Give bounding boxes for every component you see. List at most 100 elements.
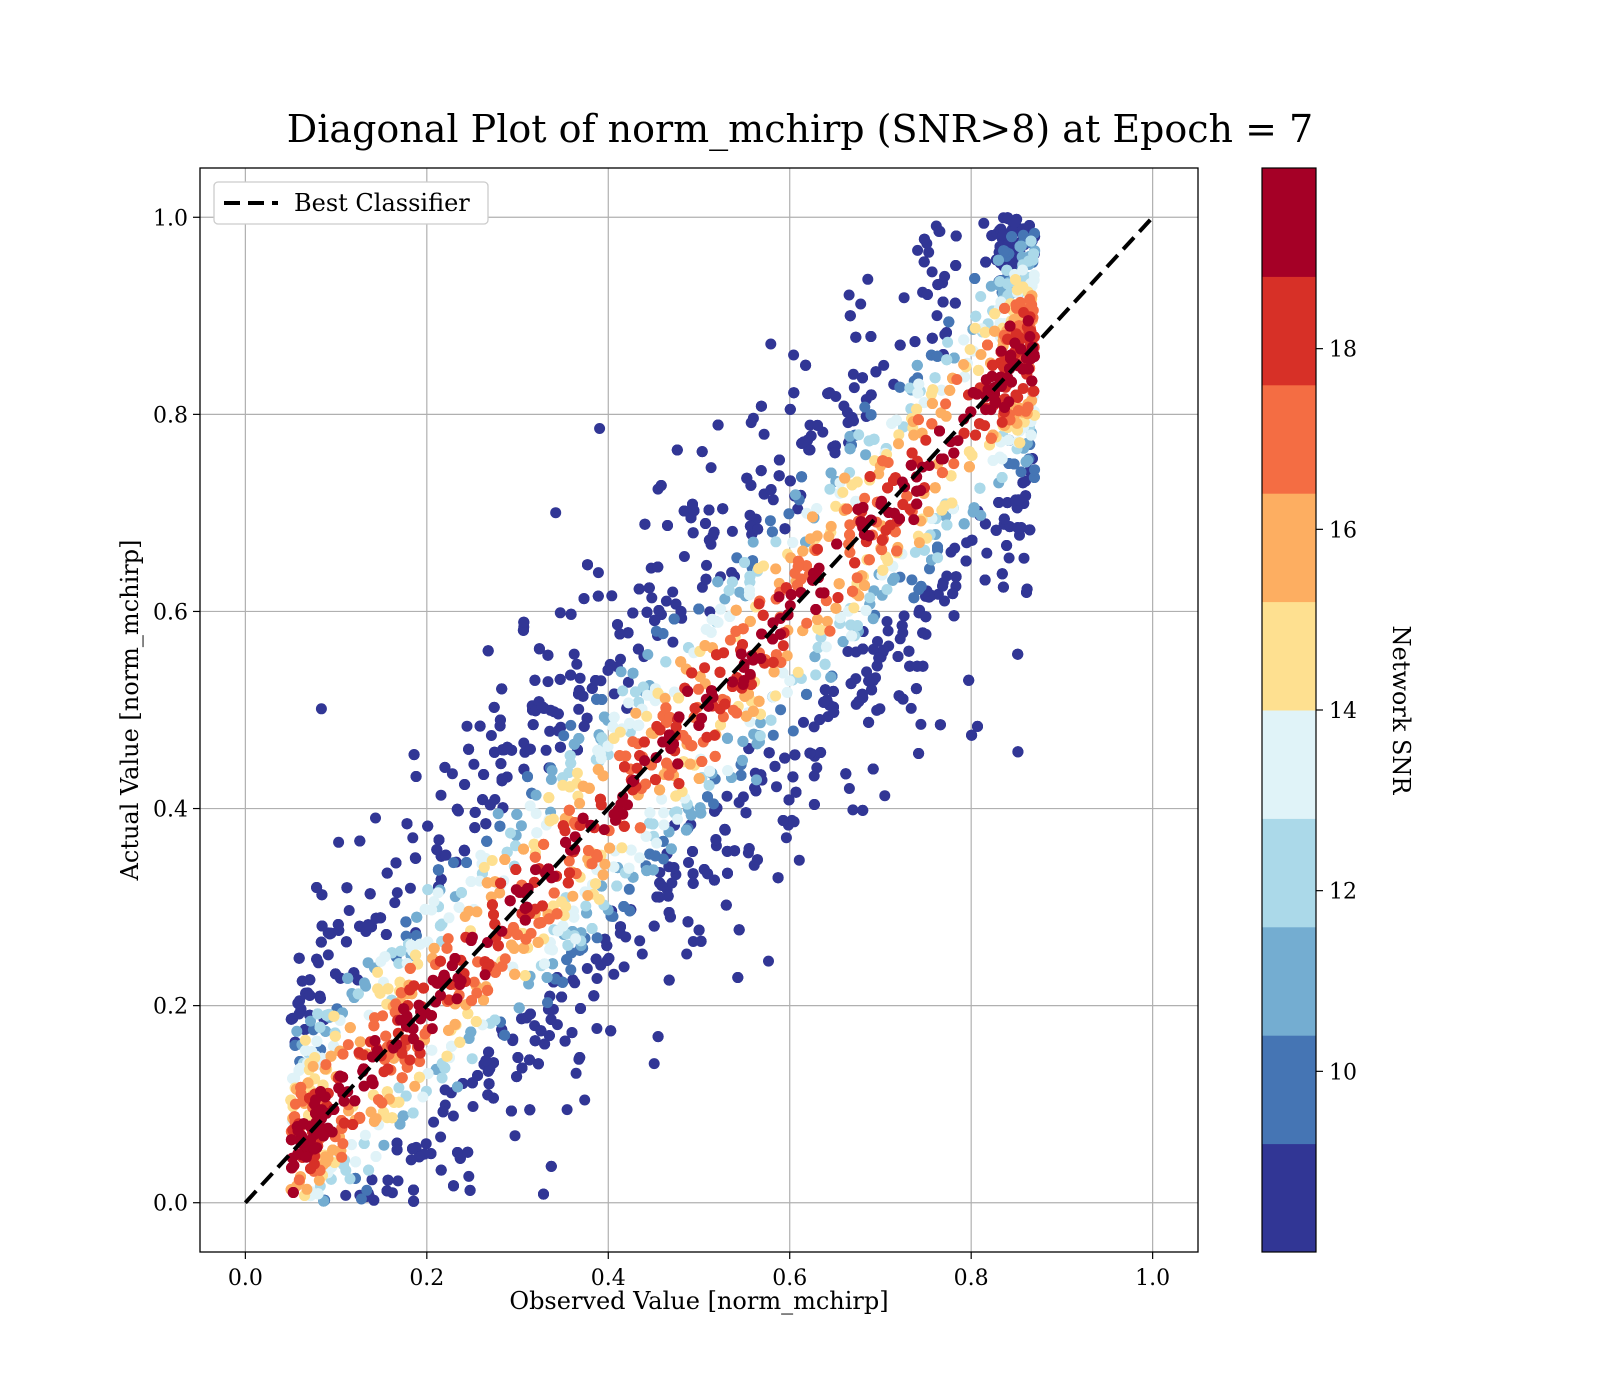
- scatter-point: [865, 389, 877, 401]
- scatter-point: [696, 712, 708, 724]
- scatter-point: [407, 1033, 419, 1045]
- scatter-point: [969, 273, 981, 284]
- scatter-point: [945, 546, 957, 558]
- scatter-point: [343, 905, 355, 916]
- scatter-point: [935, 453, 947, 465]
- scatter-point: [649, 850, 661, 862]
- scatter-point: [842, 646, 854, 657]
- scatter-point: [744, 509, 756, 521]
- scatter-point: [389, 897, 401, 909]
- scatter-point: [483, 1046, 495, 1058]
- scatter-point: [448, 1180, 459, 1192]
- scatter-point: [623, 883, 635, 895]
- scatter-point: [712, 419, 724, 431]
- scatter-point: [544, 725, 556, 737]
- scatter-point: [785, 589, 797, 601]
- scatter-point: [529, 1035, 541, 1047]
- scatter-point: [788, 387, 800, 399]
- scatter-point: [853, 696, 865, 707]
- scatter-point: [773, 591, 785, 603]
- scatter-point: [452, 1081, 463, 1093]
- scatter-point: [837, 636, 849, 648]
- scatter-point: [801, 617, 813, 629]
- scatter-point: [970, 429, 981, 441]
- scatter-point: [436, 1072, 448, 1084]
- scatter-point: [463, 905, 475, 917]
- scatter-point: [296, 975, 308, 987]
- scatter-point: [848, 602, 860, 614]
- scatter-point: [733, 797, 745, 808]
- scatter-point: [993, 497, 1005, 508]
- scatter-point: [766, 526, 778, 538]
- scatter-point: [848, 382, 860, 394]
- scatter-point: [408, 749, 420, 761]
- scatter-point: [941, 354, 953, 366]
- scatter-point: [911, 359, 923, 371]
- scatter-point: [625, 844, 637, 856]
- scatter-point: [788, 349, 800, 361]
- scatter-point: [352, 988, 364, 1000]
- scatter-point: [322, 949, 334, 961]
- scatter-point: [391, 1144, 403, 1156]
- scatter-point: [588, 990, 600, 1002]
- scatter-point: [350, 1156, 362, 1168]
- scatter-point: [861, 666, 873, 678]
- scatter-point: [726, 525, 738, 537]
- scatter-point: [454, 1152, 466, 1164]
- scatter-point: [405, 939, 417, 951]
- scatter-point: [574, 797, 586, 809]
- scatter-point: [437, 1106, 449, 1118]
- scatter-point: [394, 1118, 406, 1130]
- scatter-point: [1003, 552, 1015, 564]
- scatter-point: [513, 1002, 525, 1014]
- scatter-point: [307, 1060, 319, 1072]
- scatter-point: [544, 943, 556, 955]
- scatter-point: [434, 920, 446, 932]
- scatter-point: [466, 995, 477, 1007]
- scatter-point: [897, 693, 909, 705]
- scatter-point: [477, 794, 489, 806]
- scatter-point: [410, 771, 422, 782]
- scatter-point: [909, 336, 921, 348]
- scatter-point: [638, 736, 650, 748]
- scatter-point: [361, 1184, 373, 1196]
- scatter-point: [363, 1164, 375, 1176]
- scatter-point: [931, 310, 943, 322]
- scatter-point: [342, 1039, 354, 1051]
- scatter-point: [404, 1054, 416, 1066]
- scatter-point: [783, 794, 795, 806]
- scatter-point: [825, 671, 837, 683]
- scatter-point: [507, 1035, 519, 1047]
- scatter-point: [891, 545, 903, 557]
- scatter-point: [819, 684, 831, 696]
- scatter-point: [924, 563, 935, 575]
- scatter-point: [898, 292, 910, 304]
- scatter-point: [378, 1139, 390, 1151]
- scatter-point: [439, 761, 451, 773]
- scatter-point: [740, 710, 752, 722]
- scatter-point: [908, 429, 920, 441]
- scatter-point: [909, 546, 921, 558]
- scatter-point: [923, 506, 934, 518]
- scatter-point: [908, 592, 920, 604]
- scatter-point: [634, 935, 646, 947]
- scatter-point: [722, 765, 734, 777]
- scatter-point: [934, 719, 946, 731]
- scatter-point: [646, 592, 658, 604]
- scatter-point: [974, 482, 986, 494]
- scatter-point: [530, 864, 541, 876]
- scatter-point: [550, 507, 562, 519]
- scatter-point: [524, 1104, 536, 1116]
- scatter-point: [524, 1008, 536, 1020]
- scatter-point: [362, 919, 374, 931]
- scatter-point: [574, 672, 586, 684]
- scatter-point: [932, 552, 944, 564]
- scatter-point: [652, 1031, 664, 1043]
- scatter-point: [582, 890, 594, 901]
- scatter-point: [633, 583, 645, 595]
- scatter-point: [559, 825, 571, 837]
- scatter-point: [693, 683, 704, 695]
- scatter-point: [845, 678, 857, 690]
- scatter-point: [316, 920, 328, 932]
- scatter-point: [651, 891, 663, 903]
